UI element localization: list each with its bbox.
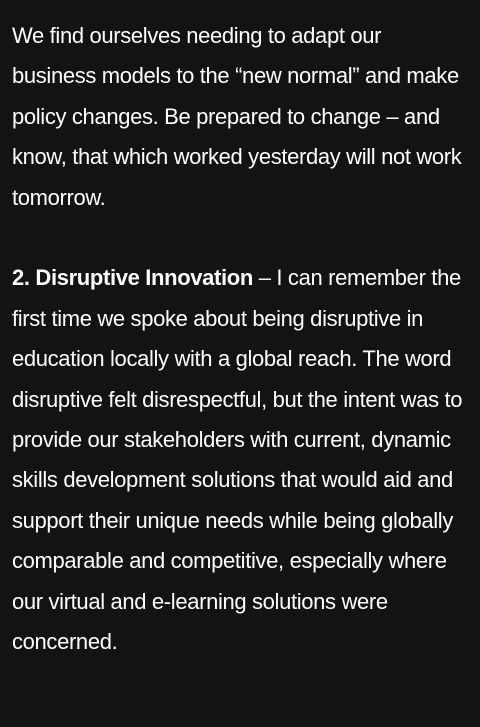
article-content: We find ourselves needing to adapt our b… [0, 0, 480, 662]
section-heading-disruptive-innovation: 2. Disruptive Innovation [12, 265, 253, 290]
paragraph-body-text: – I can remember the first time we spoke… [12, 265, 462, 654]
paragraph-disruptive-innovation: 2. Disruptive Innovation – I can remembe… [12, 258, 468, 662]
paragraph-adapt-business-models: We find ourselves needing to adapt our b… [12, 16, 468, 218]
